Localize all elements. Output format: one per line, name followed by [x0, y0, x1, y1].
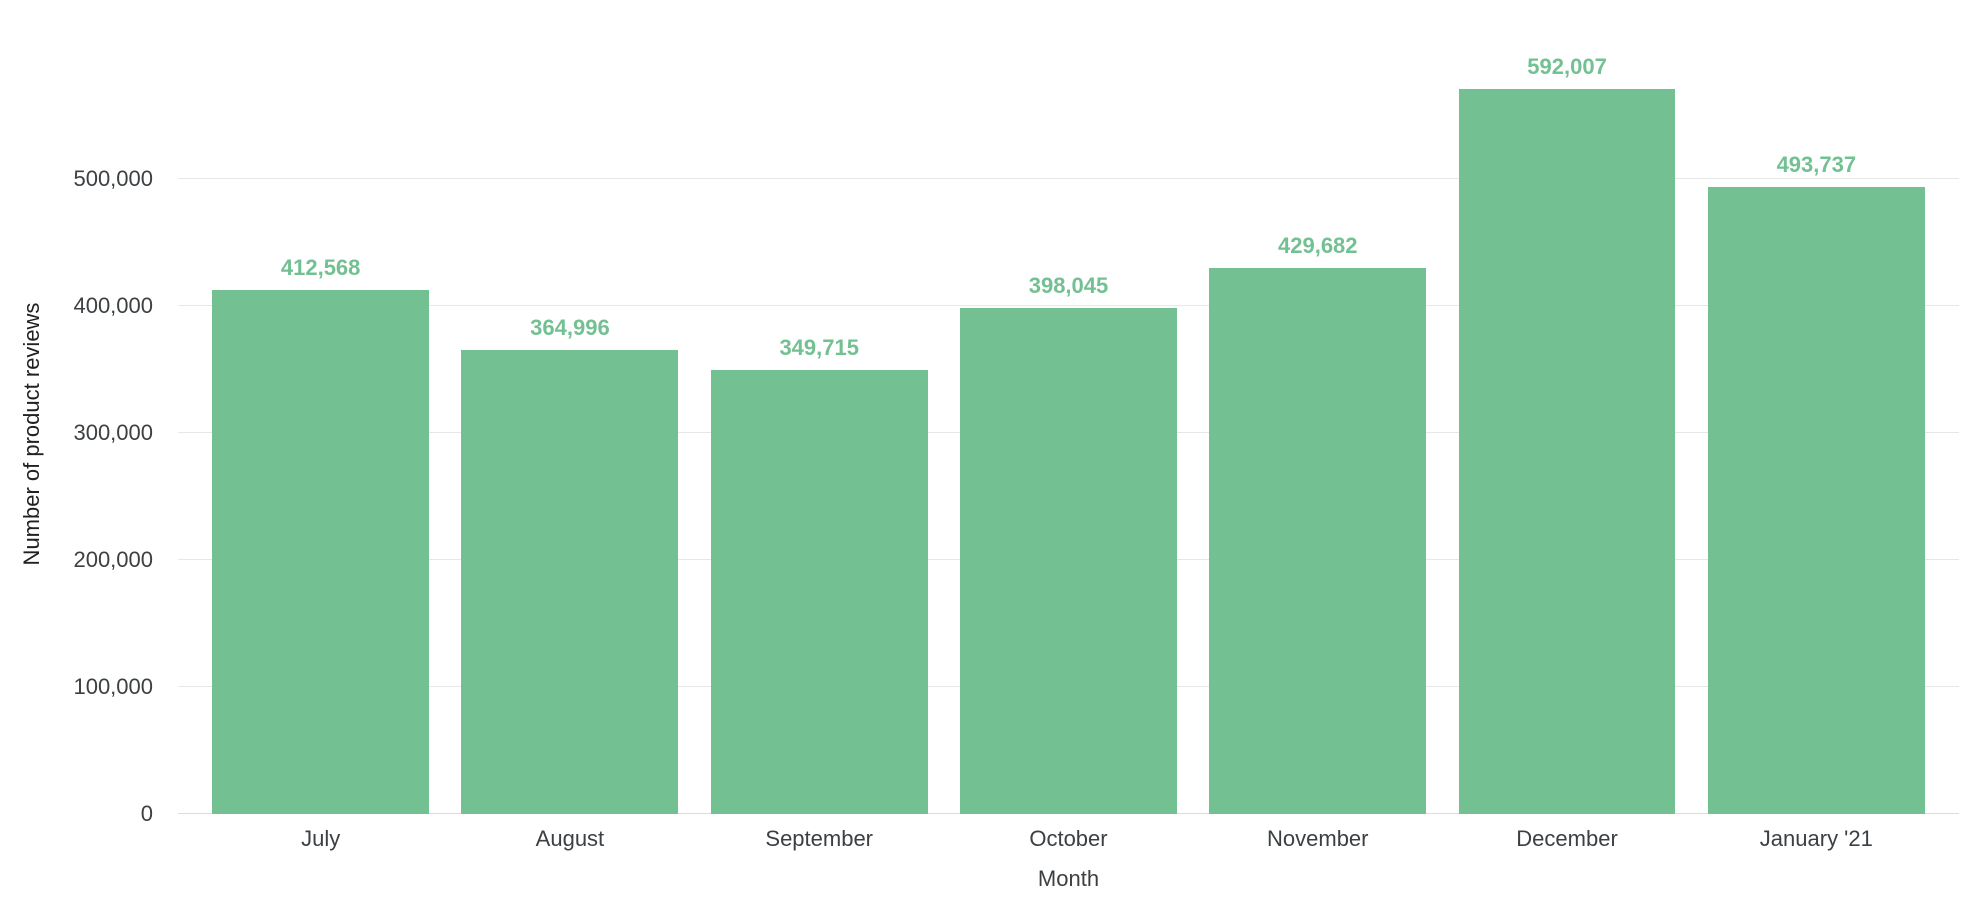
bar-series: 412,568 364,996 349,715 398,045 429,682 592,0… [196, 54, 1941, 814]
x-tick-label: December [1516, 826, 1618, 851]
bar-value-label: 493,737 [1776, 151, 1857, 177]
bar-value-label: 412,568 [280, 255, 361, 281]
y-tick-label: 100,000 [73, 674, 153, 699]
bar-band: 493,737 [1692, 54, 1941, 814]
bar-band: 429,682 [1193, 54, 1442, 814]
bar-band: 592,007 [1442, 54, 1691, 814]
bar [1707, 186, 1925, 814]
bar-value-label: 364,996 [530, 315, 610, 341]
bar-band: 349,715 [695, 54, 944, 814]
bar [461, 350, 679, 814]
gridline [178, 305, 1959, 306]
x-tick-label: September [765, 826, 874, 851]
bar-value-label: 349,715 [779, 334, 859, 360]
x-axis-title: Month [1037, 866, 1100, 891]
y-tick-label: 200,000 [73, 547, 153, 572]
bar-band: 412,568 [196, 54, 445, 814]
x-tick-label: August [535, 826, 605, 851]
x-tick-label: January '21 [1759, 826, 1873, 851]
y-tick-label: 400,000 [73, 293, 153, 318]
y-tick-label: 0 [140, 801, 153, 826]
y-tick-label: 500,000 [73, 166, 153, 191]
bar-band: 398,045 [944, 54, 1193, 814]
plot-area: 412,568 364,996 349,715 398,045 429,682 592,0… [178, 54, 1959, 814]
y-axis: 0 100,000 200,000 300,000 400,000 500,000 [0, 54, 153, 826]
bar [960, 308, 1177, 814]
y-tick-label: 300,000 [73, 420, 153, 445]
bar [710, 369, 928, 814]
x-tick-label: November [1267, 826, 1369, 851]
x-tick-label: July [301, 826, 341, 851]
x-axis: July August September October November Decemb… [196, 826, 1941, 852]
bar-band: 364,996 [445, 54, 694, 814]
x-tick-label: October [1029, 826, 1108, 851]
bar-value-label: 592,007 [1527, 54, 1607, 79]
bar [1458, 89, 1676, 814]
gridline [178, 178, 1959, 179]
bar-value-label: 398,045 [1028, 273, 1109, 299]
bar [1209, 268, 1427, 814]
bar-value-label: 429,682 [1278, 233, 1358, 259]
bar [212, 290, 430, 814]
